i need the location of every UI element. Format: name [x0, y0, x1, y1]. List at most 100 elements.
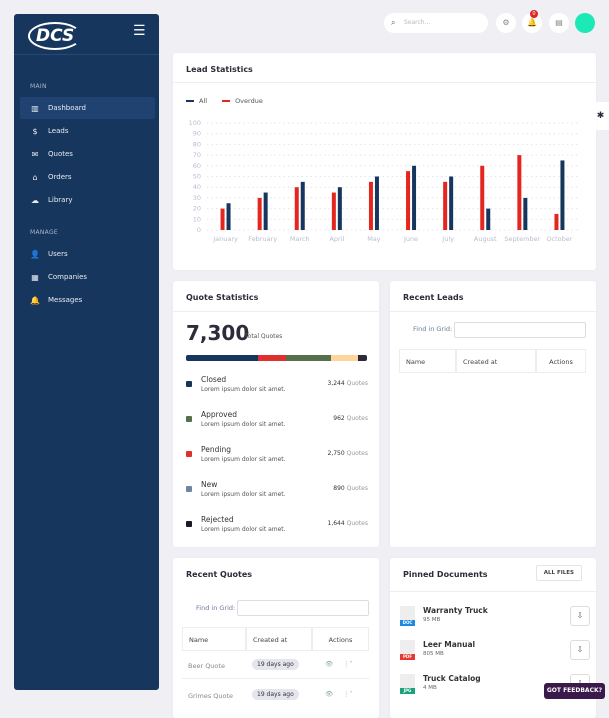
status-desc: Lorem ipsum dolor sit amet. [201, 526, 286, 533]
search-placeholder: Search... [404, 19, 431, 26]
doc-size: 95 MB [423, 617, 441, 623]
sidebar-item-messages[interactable]: 🔔 Messages [20, 289, 155, 311]
y-tick-label: 70 [193, 151, 201, 159]
segment-new [330, 355, 358, 361]
status-label: Rejected [201, 515, 234, 524]
status-swatch [186, 486, 192, 492]
bar-overdue [554, 213, 559, 230]
view-icon[interactable]: 👁 [325, 660, 334, 668]
x-tick-label: February [248, 235, 277, 243]
bar-overdue [517, 155, 522, 230]
hamburger-menu-icon[interactable]: ☰ [133, 23, 146, 39]
sidebar-item-users[interactable]: 👤 Users [20, 243, 155, 265]
quote-status-item: Pending Lorem ipsum dolor sit amet. 2,75… [186, 445, 368, 475]
unit: Quotes [346, 415, 368, 422]
bar-all [374, 176, 379, 230]
feedback-button[interactable]: GOT FEEDBACK? [544, 683, 605, 699]
bar-overdue [480, 165, 485, 230]
quote-name[interactable]: Grimes Quote [188, 692, 234, 700]
settings-button[interactable]: ⚙ [496, 13, 516, 33]
status-label: Closed [201, 375, 227, 384]
total-label: Total Quotes [245, 333, 283, 340]
recent-quotes-card: Recent Quotes Find in Grid: Name Created… [173, 558, 379, 718]
more-actions-icon[interactable]: ⋮˅ [343, 660, 353, 668]
label: Messages [48, 296, 83, 304]
notifications-button[interactable]: 🔔 0 [522, 10, 542, 33]
file-type: JPG [400, 688, 415, 694]
doc-name: Warranty Truck [423, 606, 488, 615]
bar-overdue [443, 181, 448, 230]
bar-all [486, 208, 491, 230]
download-icon[interactable]: ⇩ [570, 640, 590, 660]
label: Created at [253, 636, 288, 644]
apps-button[interactable]: ▤ [549, 13, 569, 33]
x-tick-label: April [329, 235, 344, 243]
find-label: Find in Grid: [196, 604, 236, 612]
pinned-document[interactable]: PDF Leer Manual 805 MB ⇩ [400, 640, 590, 670]
sidebar-item-companies[interactable]: ▦ Companies [20, 266, 155, 288]
sidebar-item-dashboard[interactable]: ▥ Dashboard [20, 97, 155, 119]
y-tick-label: 0 [197, 226, 201, 234]
search-input[interactable]: ⌕ Search... [384, 13, 488, 33]
col-created[interactable]: Created at [246, 627, 312, 651]
status-label: Approved [201, 410, 237, 419]
card-title: Lead Statistics [186, 65, 253, 74]
sidebar-item-orders[interactable]: ⌂ Orders [20, 166, 155, 188]
more-actions-icon[interactable]: ⋮˅ [343, 690, 353, 698]
card-title: Recent Leads [403, 293, 464, 302]
card-title: Recent Quotes [186, 570, 253, 579]
label: Library [48, 196, 73, 204]
download-icon[interactable]: ⇩ [570, 606, 590, 626]
all-files-button[interactable]: ALL FILES [535, 565, 582, 581]
label: Quotes [48, 150, 73, 158]
quote-progress-bar [186, 355, 367, 361]
x-tick-label: January [212, 235, 238, 243]
status-desc: Lorem ipsum dolor sit amet. [201, 491, 286, 498]
bar-overdue [294, 187, 299, 230]
bar-all [337, 187, 342, 230]
doc-size: 805 MB [423, 651, 444, 657]
count: 890 [333, 485, 345, 492]
sidebar-item-quotes[interactable]: ✉ Quotes [20, 143, 155, 165]
file-icon: DOC [400, 606, 415, 626]
divider [390, 311, 596, 312]
count: 1,644 [327, 520, 345, 527]
created-pill: 19 days ago [252, 659, 299, 670]
legend-swatch-all [186, 100, 194, 102]
col-name[interactable]: Name [182, 627, 246, 651]
gear-icon: ⚙ [502, 18, 510, 27]
bug-report-button[interactable]: ✱ [592, 102, 609, 130]
bell-icon: 🔔 [30, 295, 40, 305]
leads-find-input[interactable] [454, 322, 586, 338]
sidebar-item-leads[interactable]: $ Leads [20, 120, 155, 142]
quote-name[interactable]: Beer Quote [188, 662, 225, 670]
col-name[interactable]: Name [399, 349, 456, 373]
card-title: Quote Statistics [186, 293, 259, 302]
status-label: Pending [201, 445, 231, 454]
user-icon: 👤 [30, 249, 40, 259]
bar-overdue [331, 192, 336, 230]
x-tick-label: October [546, 235, 572, 243]
col-created[interactable]: Created at [456, 349, 536, 373]
y-tick-label: 50 [193, 173, 201, 181]
y-tick-label: 100 [189, 119, 201, 127]
label: Dashboard [48, 104, 86, 112]
sidebar-item-library[interactable]: ☁ Library [20, 189, 155, 211]
pinned-document[interactable]: DOC Warranty Truck 95 MB ⇩ [400, 606, 590, 636]
status-count: 962 Quotes [333, 415, 368, 422]
logo: DCS [28, 22, 83, 50]
view-icon[interactable]: 👁 [325, 690, 334, 698]
unit: Quotes [346, 520, 368, 527]
apps-icon: ▤ [555, 18, 563, 27]
bar-all [523, 197, 528, 230]
y-tick-label: 40 [193, 183, 201, 191]
quote-status-item: Closed Lorem ipsum dolor sit amet. 3,244… [186, 375, 368, 405]
legend-label: All [199, 97, 208, 105]
card-title: Pinned Documents [403, 570, 488, 579]
status-swatch [186, 416, 192, 422]
status-label: New [201, 480, 218, 489]
basket-icon: ⌂ [32, 172, 38, 182]
dollar-icon: $ [32, 126, 38, 136]
quotes-find-input[interactable] [237, 600, 369, 616]
avatar[interactable] [575, 13, 595, 33]
